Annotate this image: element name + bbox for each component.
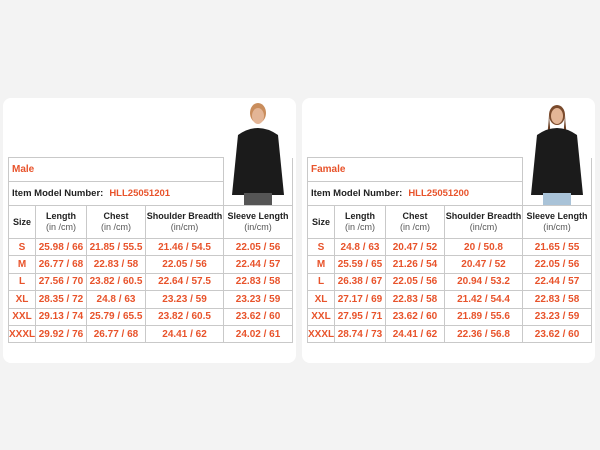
size-table: Male Item Model Number: HLL25051201 Size … xyxy=(7,103,294,344)
cell: 27.17 / 69 xyxy=(334,290,386,309)
table-row: M 26.77 / 68 22.83 / 58 22.05 / 56 22.44 / 5… xyxy=(8,255,294,274)
cell: XXL xyxy=(307,307,335,326)
table-row: XL 28.35 / 72 24.8 / 63 23.23 / 59 23.23 / 5… xyxy=(8,290,294,309)
cell: 22.44 / 57 xyxy=(522,272,593,292)
model-number-row: Item Model Number: HLL25051201 xyxy=(7,181,225,206)
cell: L xyxy=(307,272,335,292)
header-shoulder: Shoulder Breadth (in/cm) xyxy=(443,205,524,239)
cell: 23.23 / 59 xyxy=(144,290,225,309)
table-row: XXL 29.13 / 74 25.79 / 65.5 23.82 / 60.5 23.… xyxy=(8,307,294,326)
model-photo-cell xyxy=(522,105,593,206)
woman-in-black-hoodie-photo xyxy=(531,105,584,205)
cell: 25.59 / 65 xyxy=(334,255,386,274)
header-chest: Chest (in /cm) xyxy=(86,205,146,239)
cell: 24.8 / 63 xyxy=(334,237,386,257)
cell: 26.77 / 68 xyxy=(86,324,146,344)
cell: 21.46 / 54.5 xyxy=(144,237,225,257)
chart-title: Famale xyxy=(306,157,524,182)
header-length: Length (in /cm) xyxy=(334,205,386,239)
cell: 20.94 / 53.2 xyxy=(443,272,524,292)
header-size: Size xyxy=(307,205,335,239)
cell: 23.62 / 60 xyxy=(522,324,593,344)
cell: 25.98 / 66 xyxy=(35,237,87,257)
cell: 25.79 / 65.5 xyxy=(86,307,146,326)
table-row: L 27.56 / 70 23.82 / 60.5 22.64 / 57.5 22.83… xyxy=(8,272,294,292)
cell: 24.41 / 62 xyxy=(385,324,445,344)
cell: 28.74 / 73 xyxy=(334,324,386,344)
cell: XL xyxy=(307,290,335,309)
cell: 22.05 / 56 xyxy=(522,255,593,274)
cell: 22.83 / 58 xyxy=(522,290,593,309)
cell: 22.36 / 56.8 xyxy=(443,324,524,344)
cell: 20.47 / 52 xyxy=(385,237,445,257)
cell: 21.65 / 55 xyxy=(522,237,593,257)
female-size-chart: Famale Item Model Number: HLL25051200 Siz… xyxy=(302,98,595,363)
cell: 29.92 / 76 xyxy=(35,324,87,344)
cell: M xyxy=(8,255,36,274)
table-row: L 26.38 / 67 22.05 / 56 20.94 / 53.2 22.44 /… xyxy=(307,272,593,292)
cell: 23.62 / 60 xyxy=(223,307,294,326)
cell: 26.77 / 68 xyxy=(35,255,87,274)
cell: 22.83 / 58 xyxy=(385,290,445,309)
cell: 23.82 / 60.5 xyxy=(144,307,225,326)
cell: 23.82 / 60.5 xyxy=(86,272,146,292)
cell: 22.05 / 56 xyxy=(223,237,294,257)
header-size: Size xyxy=(8,205,36,239)
cell: 22.64 / 57.5 xyxy=(144,272,225,292)
cell: 26.38 / 67 xyxy=(334,272,386,292)
table-row: S 25.98 / 66 21.85 / 55.5 21.46 / 54.5 22.05… xyxy=(8,237,294,257)
cell: 20.47 / 52 xyxy=(443,255,524,274)
cell: 24.41 / 62 xyxy=(144,324,225,344)
cell: 29.13 / 74 xyxy=(35,307,87,326)
model-photo-cell xyxy=(223,103,294,206)
header-chest: Chest (in /cm) xyxy=(385,205,445,239)
cell: 21.85 / 55.5 xyxy=(86,237,146,257)
model-number: HLL25051201 xyxy=(109,188,171,199)
size-table: Famale Item Model Number: HLL25051200 Siz… xyxy=(306,105,593,344)
header-length: Length (in /cm) xyxy=(35,205,87,239)
header-sleeve: Sleeve Length (in/cm) xyxy=(522,205,593,239)
table-row: S 24.8 / 63 20.47 / 52 20 / 50.8 21.65 / 55 xyxy=(307,237,593,257)
cell: 20 / 50.8 xyxy=(443,237,524,257)
cell: M xyxy=(307,255,335,274)
cell: 21.89 / 55.6 xyxy=(443,307,524,326)
model-label: Item Model Number: xyxy=(12,188,104,199)
header-shoulder: Shoulder Breadth (in/cm) xyxy=(144,205,225,239)
table-row: M 25.59 / 65 21.26 / 54 20.47 / 52 22.05 / 5… xyxy=(307,255,593,274)
cell: 23.62 / 60 xyxy=(385,307,445,326)
cell: 21.42 / 54.4 xyxy=(443,290,524,309)
cell: XXL xyxy=(8,307,36,326)
cell: XXXL xyxy=(307,324,335,344)
table-row: XXXL 29.92 / 76 26.77 / 68 24.41 / 62 24.02 … xyxy=(8,324,294,344)
cell: 24.8 / 63 xyxy=(86,290,146,309)
cell: 23.23 / 59 xyxy=(223,290,294,309)
cell: S xyxy=(8,237,36,257)
model-number: HLL25051200 xyxy=(408,188,470,199)
cell: 21.26 / 54 xyxy=(385,255,445,274)
header-sleeve: Sleeve Length (in/cm) xyxy=(223,205,294,239)
cell: S xyxy=(307,237,335,257)
chart-title: Male xyxy=(7,157,225,182)
table-row: XXXL 28.74 / 73 24.41 / 62 22.36 / 56.8 23.6… xyxy=(307,324,593,344)
cell: 28.35 / 72 xyxy=(35,290,87,309)
model-number-row: Item Model Number: HLL25051200 xyxy=(306,181,524,206)
cell: 24.02 / 61 xyxy=(223,324,294,344)
cell: XXXL xyxy=(8,324,36,344)
cell: 22.83 / 58 xyxy=(223,272,294,292)
table-row: XL 27.17 / 69 22.83 / 58 21.42 / 54.4 22.83 … xyxy=(307,290,593,309)
cell: 22.83 / 58 xyxy=(86,255,146,274)
cell: XL xyxy=(8,290,36,309)
cell: 22.05 / 56 xyxy=(385,272,445,292)
cell: 22.05 / 56 xyxy=(144,255,225,274)
model-label: Item Model Number: xyxy=(311,188,403,199)
male-size-chart: Male Item Model Number: HLL25051201 Size … xyxy=(3,98,296,363)
cell: 27.56 / 70 xyxy=(35,272,87,292)
man-in-black-hoodie-photo xyxy=(232,103,285,205)
cell: 22.44 / 57 xyxy=(223,255,294,274)
cell: 23.23 / 59 xyxy=(522,307,593,326)
cell: L xyxy=(8,272,36,292)
table-row: XXL 27.95 / 71 23.62 / 60 21.89 / 55.6 23.23… xyxy=(307,307,593,326)
cell: 27.95 / 71 xyxy=(334,307,386,326)
